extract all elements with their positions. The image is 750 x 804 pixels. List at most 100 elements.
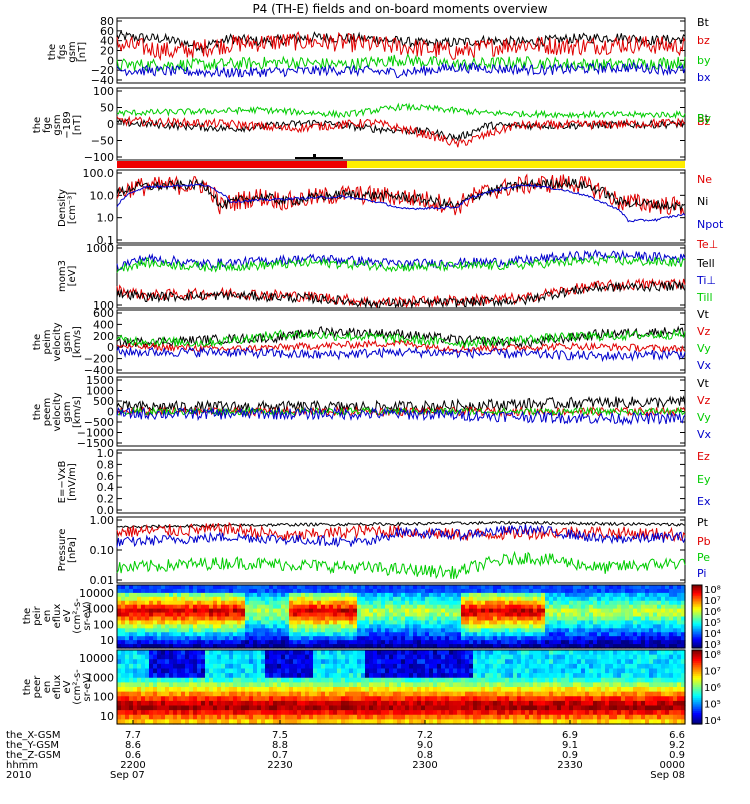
heatmap-cell	[145, 673, 150, 679]
heatmap-cell	[317, 640, 322, 645]
y-axis-label: sr-eV)	[82, 672, 93, 701]
heatmap-cell	[221, 616, 226, 622]
heatmap-cell	[157, 654, 162, 660]
heatmap-cell	[477, 592, 482, 598]
colorbar-cell	[692, 633, 702, 636]
heatmap-cell	[133, 592, 138, 598]
heatmap-cell	[185, 705, 190, 711]
heatmap-cell	[245, 632, 250, 637]
heatmap-cell	[245, 668, 250, 674]
colorbar-cell	[692, 690, 702, 694]
heatmap-cell	[145, 624, 150, 629]
heatmap-cell	[593, 624, 598, 629]
heatmap-cell	[409, 682, 414, 688]
heatmap-cell	[205, 700, 210, 707]
heatmap-cell	[289, 700, 294, 707]
heatmap-cell	[493, 640, 498, 645]
heatmap-cell	[585, 604, 590, 610]
heatmap-cell	[441, 691, 446, 697]
heatmap-cell	[389, 719, 394, 725]
heatmap-cell	[217, 687, 222, 693]
heatmap-cell	[393, 696, 398, 702]
heatmap-cell	[325, 682, 330, 688]
heatmap-cell	[217, 620, 222, 625]
heatmap-cell	[501, 673, 506, 679]
heatmap-cell	[293, 696, 298, 702]
heatmap-cell	[133, 600, 138, 606]
heatmap-cell	[377, 654, 382, 660]
heatmap-cell	[125, 620, 130, 625]
heatmap-cell	[297, 682, 302, 688]
heatmap-cell	[445, 659, 450, 665]
heatmap-cell	[661, 673, 666, 679]
heatmap-cell	[289, 710, 294, 716]
heatmap-cell	[553, 596, 558, 602]
heatmap-cell	[377, 719, 382, 725]
heatmap-cell	[665, 714, 670, 720]
heatmap-cell	[629, 659, 634, 665]
heatmap-cell	[281, 585, 286, 590]
heatmap-cell	[493, 691, 498, 697]
heatmap-cell	[241, 585, 246, 590]
heatmap-cell	[521, 608, 526, 614]
heatmap-cell	[261, 592, 266, 598]
heatmap-cell	[589, 628, 594, 633]
heatmap-cell	[325, 654, 330, 660]
heatmap-cell	[261, 612, 266, 618]
heatmap-cell	[213, 650, 218, 656]
heatmap-cell	[213, 612, 218, 618]
heatmap-cell	[345, 596, 350, 602]
heatmap-cell	[489, 700, 494, 707]
heatmap-cell	[633, 673, 638, 679]
heatmap-cell	[537, 616, 542, 622]
heatmap-cell	[417, 710, 422, 716]
heatmap-cell	[341, 659, 346, 665]
heatmap-cell	[209, 673, 214, 679]
heatmap-cell	[641, 596, 646, 602]
heatmap-cell	[445, 705, 450, 711]
heatmap-cell	[565, 588, 570, 594]
heatmap-cell	[341, 616, 346, 622]
heatmap-cell	[457, 585, 462, 590]
heatmap-cell	[541, 719, 546, 725]
heatmap-cell	[625, 714, 630, 720]
heatmap-cell	[377, 700, 382, 707]
heatmap-cell	[153, 628, 158, 633]
heatmap-cell	[497, 624, 502, 629]
heatmap-cell	[433, 696, 438, 702]
heatmap-cell	[149, 668, 154, 674]
heatmap-cell	[197, 588, 202, 594]
heatmap-cell	[257, 624, 262, 629]
heatmap-cell	[525, 677, 530, 683]
heatmap-cell	[297, 705, 302, 711]
heatmap-cell	[665, 687, 670, 693]
heatmap-cell	[521, 628, 526, 633]
heatmap-cell	[621, 673, 626, 679]
heatmap-cell	[225, 705, 230, 711]
heatmap-cell	[277, 596, 282, 602]
heatmap-cell	[589, 691, 594, 697]
heatmap-cell	[565, 682, 570, 688]
heatmap-cell	[141, 700, 146, 707]
heatmap-cell	[573, 636, 578, 641]
heatmap-cell	[429, 588, 434, 594]
heatmap-cell	[309, 673, 314, 679]
heatmap-cell	[305, 705, 310, 711]
heatmap-cell	[489, 687, 494, 693]
series-line-by	[116, 52, 686, 72]
heatmap-cell	[193, 604, 198, 610]
heatmap-cell	[449, 710, 454, 716]
heatmap-cell	[193, 632, 198, 637]
heatmap-cell	[489, 628, 494, 633]
heatmap-cell	[249, 710, 254, 716]
heatmap-cell	[633, 636, 638, 641]
heatmap-cell	[553, 682, 558, 688]
heatmap-cell	[605, 604, 610, 610]
heatmap-cell	[473, 673, 478, 679]
series-line-Bz	[116, 115, 686, 148]
heatmap-cell	[581, 691, 586, 697]
y-axis-label: [nT]	[77, 42, 88, 62]
heatmap-cell	[593, 650, 598, 656]
heatmap-cell	[357, 612, 362, 618]
heatmap-cell	[661, 682, 666, 688]
